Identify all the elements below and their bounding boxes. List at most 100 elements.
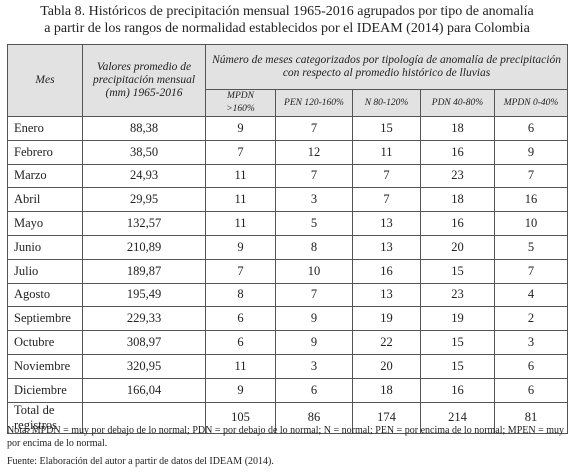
table-cell: 6 <box>205 330 276 355</box>
table-cell: 5 <box>493 234 569 260</box>
table-cell: 22 <box>352 330 421 355</box>
table-cell: 6 <box>205 306 276 332</box>
table-cell: 10 <box>493 211 569 236</box>
table-cell: 229,33 <box>82 306 206 332</box>
table-cell: 320,95 <box>82 353 206 379</box>
table-row: Septiembre 229,33 6 9 19 19 2 <box>7 306 569 332</box>
header-cell: N 80-120% <box>352 89 421 117</box>
table-cell: 5 <box>275 211 353 236</box>
table-cell: 86 <box>275 401 353 434</box>
table-cell: 6 <box>493 116 569 141</box>
table-cell: 7 <box>493 163 569 189</box>
table-cell: 16 <box>420 139 495 165</box>
title-line: Tabla 8. Históricos de precipitación men… <box>40 4 534 19</box>
header-cell: PEN 120-160% <box>275 89 353 117</box>
table-cell: 19 <box>420 306 495 332</box>
table-cell: Abril <box>7 187 83 213</box>
table-cell: 81 <box>493 401 569 434</box>
header-cell: Valores promedio de precipitación mensua… <box>82 44 206 117</box>
table-cell: 23 <box>420 163 495 189</box>
table-cell: 7 <box>275 163 353 189</box>
table-cell: 7 <box>205 258 276 284</box>
table-cell: 18 <box>352 377 421 403</box>
notes: Nota: MPDN = muy por debajo de lo normal… <box>7 424 567 468</box>
table-cell: 18 <box>420 187 495 213</box>
table-cell: 195,49 <box>82 282 206 308</box>
table-cell: 3 <box>275 353 353 379</box>
table-cell: 20 <box>420 234 495 260</box>
table-cell: 13 <box>352 234 421 260</box>
table-cell: 308,97 <box>82 330 206 355</box>
table-cell: Octubre <box>7 330 83 355</box>
header-cell: MPDN 0-40% <box>493 89 569 117</box>
title-line: a partir de los rangos de normalidad est… <box>44 21 530 36</box>
table-cell: 11 <box>205 353 276 379</box>
table-cell: 15 <box>420 330 495 355</box>
table-cell: Total de registros <box>7 401 83 434</box>
table-cell: 16 <box>420 377 495 403</box>
table-cell: 3 <box>493 330 569 355</box>
table-cell: 11 <box>205 211 276 236</box>
table-cell: 3 <box>275 187 353 213</box>
table-cell: 189,87 <box>82 258 206 284</box>
table-row: Julio 189,87 7 10 16 15 7 <box>7 258 569 284</box>
table-cell: 24,93 <box>82 163 206 189</box>
table-cell: 29,95 <box>82 187 206 213</box>
table-cell: 166,04 <box>82 377 206 403</box>
table-cell: 4 <box>493 282 569 308</box>
table-cell: 13 <box>352 211 421 236</box>
note: Nota: MPDN = muy por debajo de lo normal… <box>7 425 565 449</box>
table-row: Abril 29,95 11 3 7 18 16 <box>7 187 569 213</box>
table-cell: 88,38 <box>82 116 206 141</box>
table-cell: Junio <box>7 234 83 260</box>
table-cell: 7 <box>205 139 276 165</box>
table-cell: 6 <box>493 353 569 379</box>
table-row: Enero 88,38 9 7 15 18 6 <box>7 116 569 141</box>
table-cell: 8 <box>275 234 353 260</box>
table-cell: Diciembre <box>7 377 83 403</box>
table-cell: 20 <box>352 353 421 379</box>
table-row: Junio 210,89 9 8 13 20 5 <box>7 234 569 260</box>
table-cell: 23 <box>420 282 495 308</box>
table-cell: 38,50 <box>82 139 206 165</box>
table-cell: 16 <box>420 211 495 236</box>
note: Fuente: Elaboración del autor a partir d… <box>7 456 274 467</box>
table-cell: 9 <box>205 377 276 403</box>
table-cell <box>82 401 206 434</box>
table-cell: 15 <box>420 353 495 379</box>
header-cell: Mes <box>7 44 83 117</box>
table-row: Mayo 132,57 11 5 13 16 10 <box>7 211 569 236</box>
header-cell: Número de meses categorizados por tipolo… <box>204 44 569 90</box>
table-cell: 11 <box>205 187 276 213</box>
table-cell: 12 <box>275 139 353 165</box>
table-cell: Marzo <box>7 163 83 189</box>
table-row: Octubre 308,97 6 9 22 15 3 <box>7 330 569 355</box>
table-cell: 15 <box>352 116 421 141</box>
header-cell: MPDN >160% <box>205 89 276 117</box>
table-cell: 9 <box>275 306 353 332</box>
table-cell: 6 <box>493 377 569 403</box>
table-cell: 7 <box>352 187 421 213</box>
title: Tabla 8. Históricos de precipitación men… <box>0 0 574 37</box>
table-cell: 11 <box>352 139 421 165</box>
table-cell: 2 <box>493 306 569 332</box>
table-row: Total de registros 105 86 174 214 81 <box>7 401 569 434</box>
table-cell: 15 <box>420 258 495 284</box>
table-cell: 11 <box>205 163 276 189</box>
table-row: Marzo 24,93 11 7 7 23 7 <box>7 163 569 189</box>
table-cell: Agosto <box>7 282 83 308</box>
table-cell: 7 <box>352 163 421 189</box>
table-cell: 16 <box>352 258 421 284</box>
table-cell: 132,57 <box>82 211 206 236</box>
header-cell: PDN 40-80% <box>420 89 495 117</box>
table-cell: 6 <box>275 377 353 403</box>
table-row: Agosto 195,49 8 7 13 23 4 <box>7 282 569 308</box>
table-cell: Febrero <box>7 139 83 165</box>
table-cell: 16 <box>493 187 569 213</box>
table-cell: 9 <box>493 139 569 165</box>
table-cell: Julio <box>7 258 83 284</box>
table-cell: 7 <box>275 116 353 141</box>
table-row: Noviembre 320,95 11 3 20 15 6 <box>7 353 569 379</box>
table-cell: 210,89 <box>82 234 206 260</box>
